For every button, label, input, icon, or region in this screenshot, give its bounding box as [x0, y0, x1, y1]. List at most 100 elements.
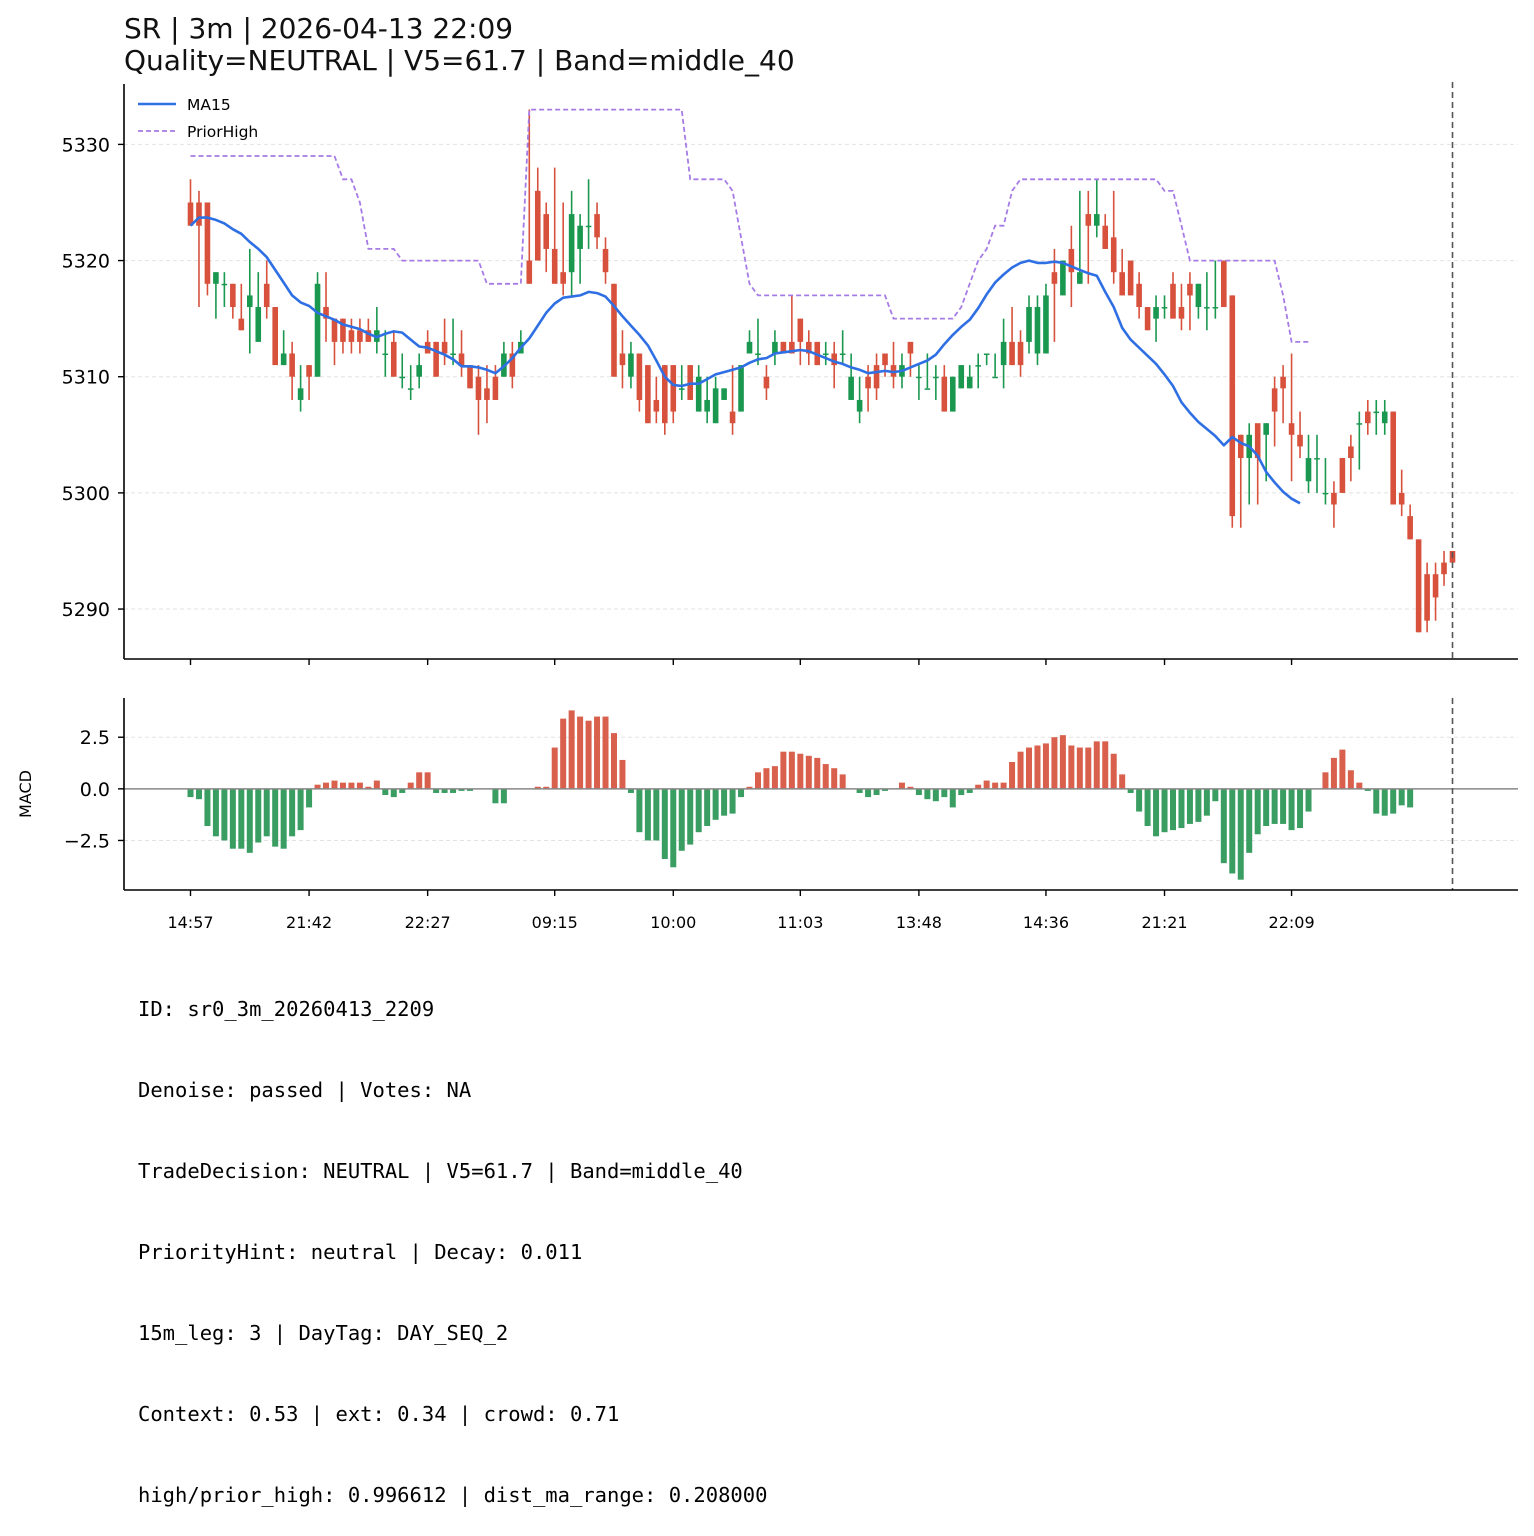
- candle-body: [1212, 307, 1219, 309]
- macd-bar: [992, 782, 999, 789]
- candle-body: [340, 318, 346, 342]
- candle-body: [1373, 411, 1380, 414]
- candle-body: [1153, 307, 1159, 319]
- macd-bar: [1381, 788, 1388, 816]
- candle-body: [1060, 260, 1066, 296]
- macd-bar: [1051, 737, 1058, 789]
- macd-bar: [187, 788, 194, 798]
- candle-body: [831, 353, 838, 366]
- candle-body: [255, 307, 262, 342]
- macd-bar: [1347, 770, 1354, 789]
- candle-body: [1331, 492, 1337, 505]
- candle-body: [856, 399, 863, 412]
- macd-bar: [771, 766, 778, 789]
- x-tick-label: 21:21: [1141, 913, 1187, 932]
- macd-bar: [814, 757, 821, 789]
- price-y-tick-label: 5310: [62, 367, 110, 389]
- candle-body: [822, 353, 829, 355]
- candle-body: [263, 283, 270, 308]
- macd-bar: [729, 788, 736, 814]
- macd-bar: [1305, 788, 1312, 812]
- candle-body: [1085, 214, 1092, 226]
- macd-bar: [797, 753, 804, 789]
- macd-bar: [534, 786, 541, 789]
- candle-body: [357, 330, 363, 342]
- candle-body: [653, 399, 660, 412]
- candle-body: [526, 260, 533, 284]
- chart-canvas: 5290 5300 5310 5320 5330 −2.5 0.0 2.5 14:57 21:42…: [16, 82, 1518, 932]
- macd-bar: [975, 784, 982, 789]
- macd-bar: [882, 788, 889, 791]
- macd-bar: [1373, 788, 1380, 814]
- candle-body: [1077, 272, 1083, 284]
- macd-bar: [1398, 788, 1405, 806]
- macd-bar: [1330, 757, 1337, 789]
- macd-bar: [263, 788, 270, 837]
- candle-body: [594, 214, 600, 238]
- candle-body: [1424, 574, 1430, 621]
- candle-body: [839, 353, 846, 355]
- macd-bar: [585, 720, 592, 789]
- macd-bar: [966, 788, 973, 793]
- macd-bar: [339, 782, 346, 789]
- candle-body: [1102, 225, 1109, 249]
- price-y-tick-label: 5290: [62, 599, 110, 621]
- macd-bar: [1322, 772, 1329, 789]
- candle-body: [416, 365, 422, 377]
- candle-body: [1407, 516, 1413, 540]
- macd-bar: [644, 788, 651, 841]
- candle-body: [712, 388, 719, 424]
- macd-bar: [763, 768, 770, 789]
- macd-bar: [1195, 788, 1202, 822]
- candle-body: [1339, 458, 1346, 493]
- candle-body: [933, 376, 939, 379]
- candle-body: [1161, 307, 1168, 309]
- macd-bar: [551, 747, 558, 789]
- macd-y-tick-label: 2.5: [80, 727, 110, 749]
- macd-bar: [1085, 747, 1092, 789]
- candle-body: [949, 376, 956, 412]
- macd-bar: [695, 788, 702, 833]
- candle-body: [1051, 272, 1058, 284]
- macd-bar: [238, 788, 245, 849]
- macd-bar: [1136, 788, 1143, 812]
- candle-body: [577, 225, 583, 249]
- macd-bar: [416, 772, 423, 789]
- candle-body: [187, 202, 194, 226]
- macd-bar: [390, 788, 397, 798]
- macd-bar: [297, 788, 304, 831]
- macd-bar: [441, 788, 448, 793]
- macd-bar: [1178, 788, 1185, 829]
- macd-bar: [1161, 788, 1168, 833]
- macd-y-tick-label: 0.0: [80, 779, 110, 801]
- info-line-context: Context: 0.53 | ext: 0.34 | crowd: 0.71: [138, 1402, 620, 1426]
- macd-bar: [1263, 788, 1270, 826]
- candle-body: [695, 376, 702, 412]
- macd-bar: [450, 788, 457, 793]
- candle-body: [1068, 248, 1075, 273]
- macd-bar: [289, 788, 296, 837]
- candle-body: [1136, 283, 1142, 308]
- candle-body: [323, 307, 329, 319]
- macd-bar: [382, 788, 389, 796]
- candle-body: [314, 283, 321, 377]
- macd-bar: [627, 788, 634, 793]
- candle-body: [382, 353, 389, 355]
- macd-bar: [738, 788, 745, 798]
- candle-body: [1237, 434, 1244, 459]
- x-tick-label: 22:27: [405, 913, 451, 932]
- candle-body: [865, 376, 871, 389]
- x-tick-label: 14:36: [1023, 913, 1069, 932]
- macd-bar: [365, 786, 372, 789]
- candle-body: [289, 353, 295, 377]
- candle-body: [585, 225, 592, 228]
- candle-body: [1195, 283, 1202, 308]
- ma15-line: [189, 216, 1301, 505]
- candle-body: [1305, 458, 1312, 482]
- info-line-leg: 15m_leg: 3 | DayTag: DAY_SEQ_2: [138, 1321, 509, 1345]
- macd-bar: [1042, 743, 1049, 789]
- candle-body: [704, 399, 710, 412]
- macd-bar: [568, 710, 575, 789]
- macd-bar: [1144, 788, 1151, 826]
- candle-body: [772, 341, 778, 354]
